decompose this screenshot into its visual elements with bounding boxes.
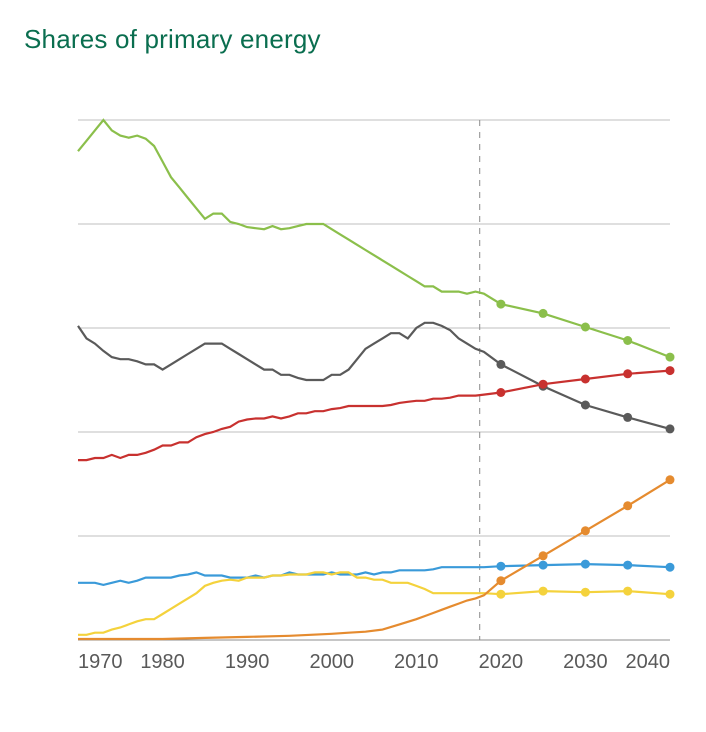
- series-hydro-marker: [666, 563, 675, 572]
- line-chart: 0%10%20%30%40%50%19701980199020002010202…: [70, 110, 678, 710]
- series-oil-marker: [666, 353, 675, 362]
- chart-title: Shares of primary energy: [24, 24, 321, 55]
- series-gas-marker: [666, 366, 675, 375]
- series-coal-marker: [581, 401, 590, 410]
- series-nuclear-marker: [666, 590, 675, 599]
- series-hydro-marker: [623, 561, 632, 570]
- series-renewables-marker: [666, 475, 675, 484]
- series-gas-marker: [623, 369, 632, 378]
- series-oil-marker: [539, 309, 548, 318]
- x-tick-label: 1980: [140, 651, 185, 673]
- x-tick-label: 2010: [394, 651, 439, 673]
- series-renewables-marker: [539, 551, 548, 560]
- series-coal-marker: [666, 424, 675, 433]
- series-oil: [78, 120, 670, 357]
- series-gas-marker: [581, 375, 590, 384]
- series-gas-marker: [539, 380, 548, 389]
- series-oil-marker: [496, 300, 505, 309]
- series-oil-marker: [623, 336, 632, 345]
- series-renewables-marker: [623, 501, 632, 510]
- series-nuclear-marker: [539, 587, 548, 596]
- x-tick-label: 2030: [563, 651, 608, 673]
- x-tick-label: 2040: [626, 651, 671, 673]
- series-gas: [78, 371, 670, 461]
- x-tick-label: 2000: [309, 651, 354, 673]
- series-oil-marker: [581, 323, 590, 332]
- x-tick-label: 2020: [479, 651, 524, 673]
- series-gas-marker: [496, 388, 505, 397]
- series-hydro-marker: [581, 560, 590, 569]
- series-renewables: [78, 480, 670, 639]
- series-nuclear-marker: [581, 588, 590, 597]
- x-tick-label: 1990: [225, 651, 270, 673]
- series-hydro-marker: [539, 561, 548, 570]
- series-coal-marker: [496, 360, 505, 369]
- chart-area: 0%10%20%30%40%50%19701980199020002010202…: [70, 110, 678, 640]
- series-hydro-marker: [496, 562, 505, 571]
- series-renewables-marker: [496, 576, 505, 585]
- series-nuclear-marker: [496, 590, 505, 599]
- series-coal-marker: [623, 413, 632, 422]
- series-nuclear: [78, 572, 670, 634]
- series-nuclear-marker: [623, 587, 632, 596]
- x-tick-label: 1970: [78, 651, 123, 673]
- series-hydro: [78, 564, 670, 585]
- series-coal: [78, 323, 670, 429]
- series-renewables-marker: [581, 526, 590, 535]
- chart-wrapper: Shares of primary energy 0%10%20%30%40%5…: [0, 0, 706, 732]
